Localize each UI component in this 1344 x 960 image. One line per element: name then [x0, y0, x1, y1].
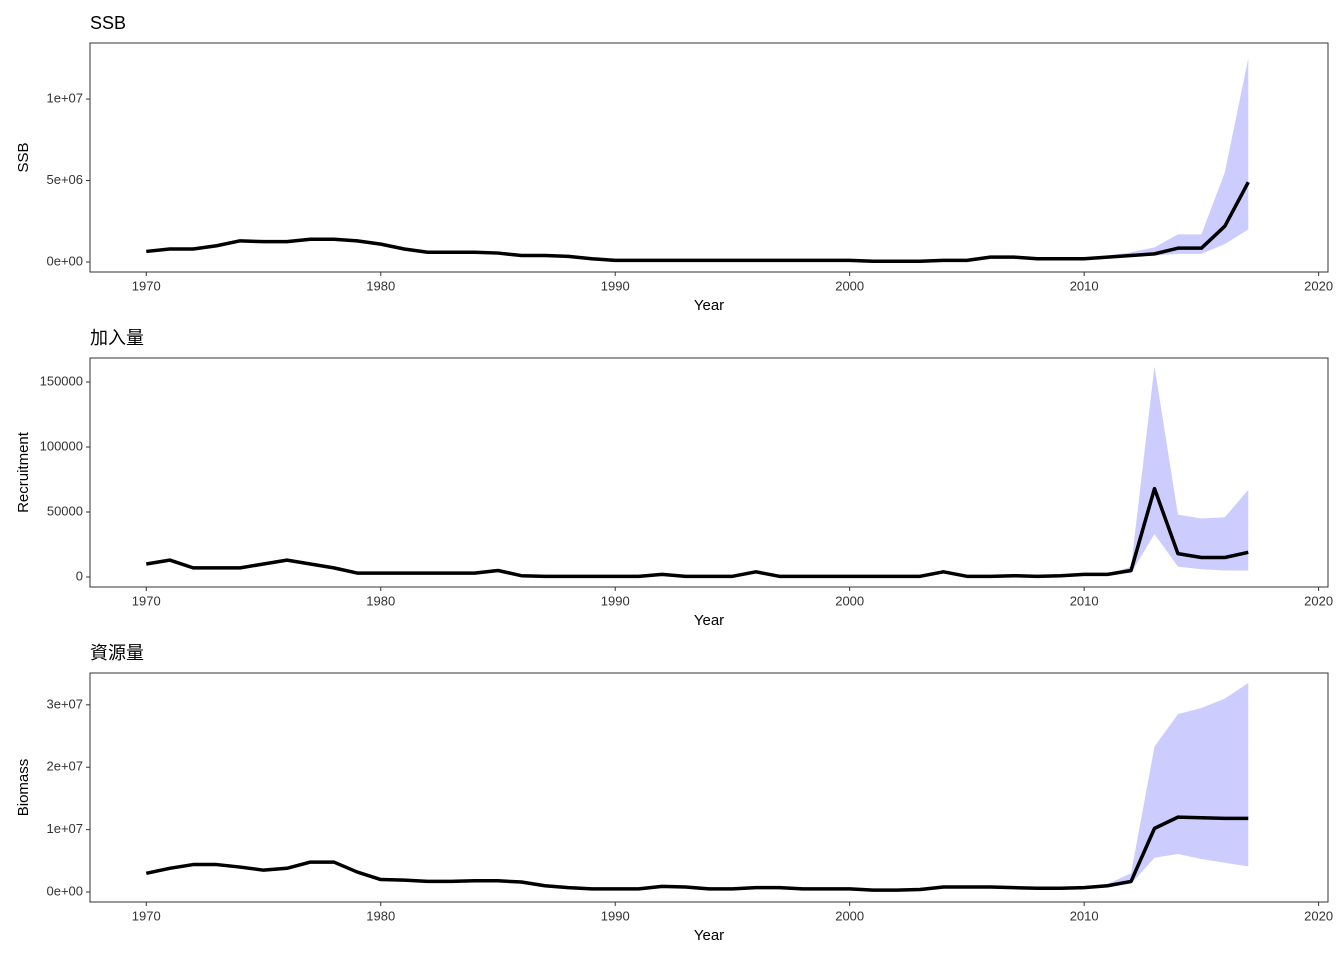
- x-tick-label: 1970: [132, 593, 161, 608]
- confidence-band: [146, 58, 1249, 262]
- x-tick-label: 1990: [601, 593, 630, 608]
- x-tick-label: 1990: [601, 908, 630, 923]
- y-tick-label: 50000: [47, 503, 83, 518]
- y-axis-label: Recruitment: [15, 431, 32, 513]
- x-tick-label: 1980: [366, 278, 395, 293]
- x-tick-label: 2000: [835, 593, 864, 608]
- panel-title: 資源量: [90, 643, 144, 663]
- x-tick-label: 1970: [132, 908, 161, 923]
- line: [145, 815, 1249, 892]
- x-axis-label: Year: [694, 612, 724, 629]
- y-tick-label: 2e+07: [46, 759, 83, 774]
- x-tick-label: 2020: [1304, 593, 1333, 608]
- x-tick-label: 2020: [1304, 278, 1333, 293]
- x-tick-label: 1980: [366, 908, 395, 923]
- x-tick-label: 2000: [835, 278, 864, 293]
- y-tick-label: 0: [76, 568, 83, 583]
- x-axis-label: Year: [694, 927, 724, 944]
- x-tick-label: 2010: [1070, 278, 1099, 293]
- line: [145, 486, 1249, 579]
- panel-title: 加入量: [90, 328, 144, 348]
- y-tick-label: 0e+00: [46, 883, 83, 898]
- x-tick-label: 1990: [601, 278, 630, 293]
- x-tick-label: 1980: [366, 593, 395, 608]
- x-tick-label: 2010: [1070, 593, 1099, 608]
- y-tick-label: 100000: [40, 438, 83, 453]
- plot-frame: [89, 672, 1329, 903]
- x-tick-label: 1970: [132, 278, 161, 293]
- y-axis-label: SSB: [15, 142, 32, 172]
- x-tick-label: 2010: [1070, 908, 1099, 923]
- confidence-band: [146, 366, 1249, 577]
- confidence-band: [146, 682, 1249, 891]
- line: [146, 181, 1250, 263]
- panel-title: SSB: [90, 13, 126, 33]
- plot-frame: [89, 42, 1329, 273]
- y-tick-label: 1e+07: [46, 90, 83, 105]
- y-tick-label: 0e+00: [46, 253, 83, 268]
- y-axis-label: Biomass: [15, 759, 32, 817]
- x-tick-label: 2000: [835, 908, 864, 923]
- y-tick-label: 5e+06: [46, 172, 83, 187]
- y-tick-label: 1e+07: [46, 821, 83, 836]
- x-tick-label: 2020: [1304, 908, 1333, 923]
- y-tick-label: 150000: [40, 373, 83, 388]
- y-tick-label: 3e+07: [46, 696, 83, 711]
- x-axis-label: Year: [694, 297, 724, 314]
- plot-frame: [89, 357, 1329, 588]
